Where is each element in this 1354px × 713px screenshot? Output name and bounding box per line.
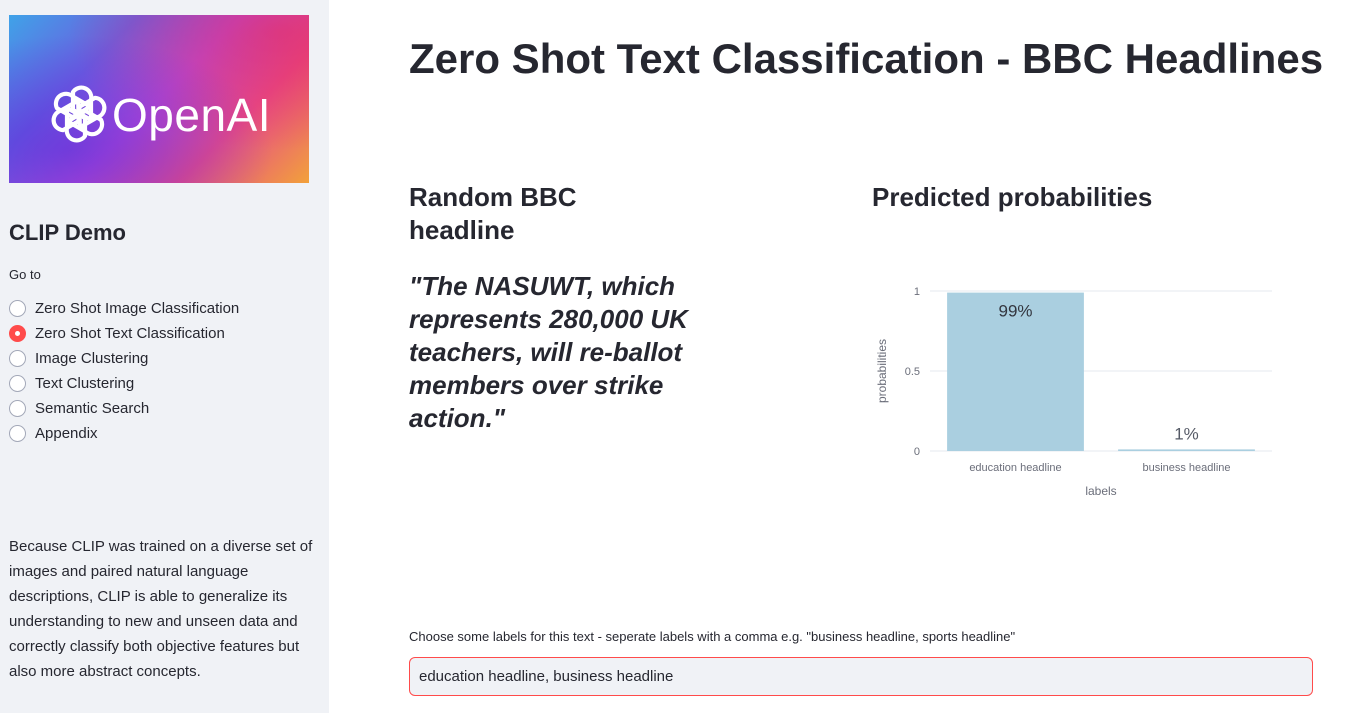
nav-radio-group: Zero Shot Image Classification Zero Shot… (9, 296, 239, 446)
probability-bar-chart[interactable]: 0 0.5 1 99% education headline 1% business hea… (870, 276, 1280, 506)
y-tick-label: 0 (914, 446, 920, 458)
radio-button[interactable] (9, 350, 26, 367)
sidebar-description: Because CLIP was trained on a diverse se… (9, 538, 313, 680)
openai-logo-banner: OpenAI (9, 15, 309, 183)
bar (1118, 449, 1255, 451)
logo-text: OpenAI (112, 89, 271, 141)
labels-input[interactable] (409, 657, 1313, 696)
nav-item-semantic-search[interactable]: Semantic Search (9, 396, 239, 421)
nav-item-label: Appendix (35, 425, 98, 442)
nav-label: Go to (9, 267, 41, 282)
sidebar: OpenAI CLIP Demo Go to Zero Shot Image C… (0, 0, 329, 713)
openai-logo-icon (51, 85, 107, 143)
radio-button[interactable] (9, 425, 26, 442)
y-tick-label: 1 (914, 286, 920, 298)
radio-button[interactable] (9, 375, 26, 392)
nav-item-label: Zero Shot Text Classification (35, 325, 225, 342)
x-tick-label: education headline (969, 462, 1061, 474)
nav-item-text-clustering[interactable]: Text Clustering (9, 371, 239, 396)
y-axis-title: probabilities (875, 339, 889, 403)
headline-quote: "The NASUWT, which represents 280,000 UK… (409, 271, 688, 433)
nav-item-label: Text Clustering (35, 375, 135, 392)
bar-data-label: 99% (998, 302, 1032, 321)
radio-button[interactable] (9, 400, 26, 417)
nav-item-label: Image Clustering (35, 350, 149, 367)
predicted-probabilities-heading: Predicted probabilities (872, 182, 1153, 212)
sidebar-title: CLIP Demo (9, 220, 126, 245)
labels-input-label: Choose some labels for this text - seper… (409, 629, 1016, 644)
radio-button-selected[interactable] (9, 325, 26, 342)
random-headline-heading: Random BBC headline (409, 182, 577, 245)
radio-button[interactable] (9, 300, 26, 317)
nav-item-label: Zero Shot Image Classification (35, 300, 240, 317)
nav-item-appendix[interactable]: Appendix (9, 421, 239, 446)
bar-data-label: 1% (1174, 424, 1199, 443)
nav-item-zero-shot-text-classification[interactable]: Zero Shot Text Classification (9, 321, 239, 346)
nav-item-label: Semantic Search (35, 400, 150, 417)
nav-item-image-clustering[interactable]: Image Clustering (9, 346, 239, 371)
page-title: Zero Shot Text Classification - BBC Head… (409, 35, 1324, 82)
bar (947, 292, 1084, 451)
x-axis-title: labels (1085, 484, 1116, 498)
nav-item-zero-shot-image-classification[interactable]: Zero Shot Image Classification (9, 296, 239, 321)
chart-svg: 0 0.5 1 99% education headline 1% business hea… (875, 286, 1272, 498)
y-tick-label: 0.5 (905, 366, 920, 378)
x-tick-label: business headline (1142, 462, 1230, 474)
